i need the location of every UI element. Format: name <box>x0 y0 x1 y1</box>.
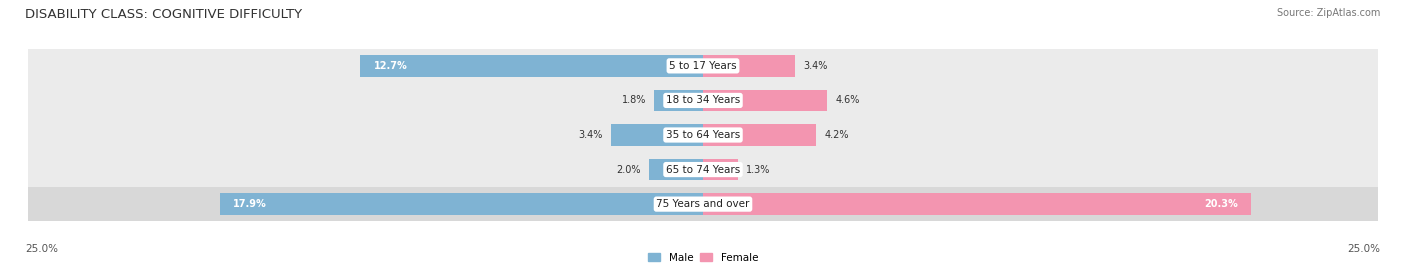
Text: 2.0%: 2.0% <box>616 164 641 175</box>
Text: 4.2%: 4.2% <box>824 130 849 140</box>
Bar <box>703 55 794 77</box>
Bar <box>650 159 703 180</box>
Bar <box>28 49 1378 83</box>
Bar <box>28 83 1378 118</box>
Text: DISABILITY CLASS: COGNITIVE DIFFICULTY: DISABILITY CLASS: COGNITIVE DIFFICULTY <box>25 8 302 21</box>
Text: Source: ZipAtlas.com: Source: ZipAtlas.com <box>1277 8 1381 18</box>
Text: 20.3%: 20.3% <box>1204 199 1237 209</box>
Text: 12.7%: 12.7% <box>374 61 408 71</box>
Legend: Male, Female: Male, Female <box>645 251 761 265</box>
Text: 3.4%: 3.4% <box>803 61 827 71</box>
Text: 4.6%: 4.6% <box>835 95 859 106</box>
Bar <box>703 193 1251 215</box>
Bar <box>28 152 1378 187</box>
Bar <box>219 193 703 215</box>
Bar <box>28 187 1378 221</box>
Text: 35 to 64 Years: 35 to 64 Years <box>666 130 740 140</box>
Text: 5 to 17 Years: 5 to 17 Years <box>669 61 737 71</box>
Bar <box>703 159 738 180</box>
Text: 17.9%: 17.9% <box>233 199 267 209</box>
Bar <box>703 90 827 111</box>
Text: 18 to 34 Years: 18 to 34 Years <box>666 95 740 106</box>
Text: 1.3%: 1.3% <box>747 164 770 175</box>
Text: 65 to 74 Years: 65 to 74 Years <box>666 164 740 175</box>
Bar <box>28 118 1378 152</box>
Text: 1.8%: 1.8% <box>621 95 647 106</box>
Bar <box>703 124 817 146</box>
Bar <box>360 55 703 77</box>
Bar <box>654 90 703 111</box>
Text: 25.0%: 25.0% <box>25 244 58 254</box>
Bar <box>612 124 703 146</box>
Text: 3.4%: 3.4% <box>579 130 603 140</box>
Text: 75 Years and over: 75 Years and over <box>657 199 749 209</box>
Text: 25.0%: 25.0% <box>1348 244 1381 254</box>
